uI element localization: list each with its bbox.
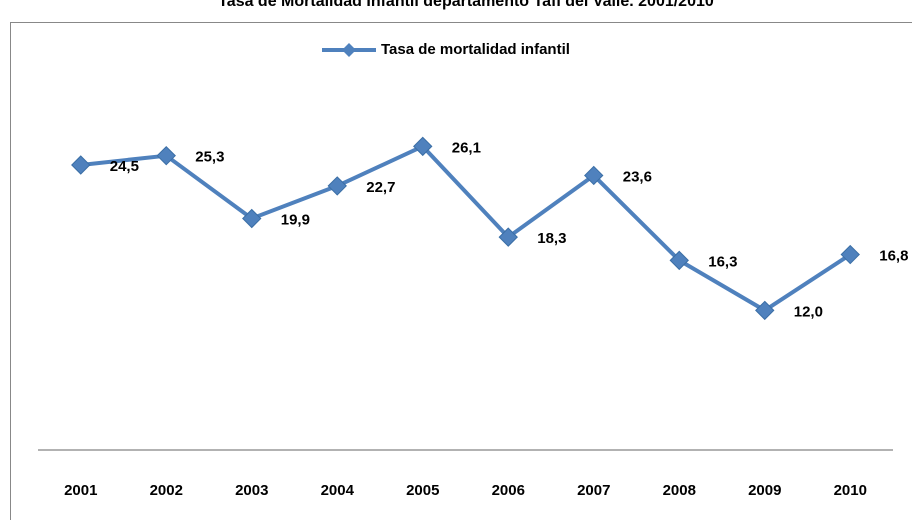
data-label: 23,6	[623, 168, 652, 185]
marker	[584, 165, 604, 186]
data-label: 22,7	[366, 179, 395, 196]
marker	[755, 300, 775, 321]
x-tick-label: 2003	[235, 482, 268, 499]
data-label: 26,1	[452, 139, 481, 156]
data-label: 24,5	[110, 158, 139, 175]
chart-border	[10, 22, 912, 520]
x-tick-label: 2004	[321, 482, 355, 499]
legend-label: Tasa de mortalidad infantil	[381, 41, 570, 58]
data-label: 19,9	[281, 211, 310, 228]
data-label: 16,8	[879, 248, 908, 265]
x-tick-label: 2006	[492, 482, 525, 499]
x-tick-label: 2010	[834, 482, 867, 499]
legend-marker	[342, 43, 356, 57]
data-label: 25,3	[195, 149, 224, 166]
marker	[840, 244, 860, 265]
marker	[71, 155, 91, 175]
marker	[669, 250, 689, 271]
marker	[242, 208, 262, 229]
x-tick-label: 2001	[64, 482, 97, 499]
x-tick-label: 2009	[748, 482, 781, 499]
data-label: 18,3	[537, 230, 566, 247]
x-tick-label: 2008	[663, 482, 696, 499]
data-label: 16,3	[708, 253, 737, 270]
x-tick-label: 2007	[577, 482, 610, 499]
line	[80, 144, 852, 313]
marker	[498, 227, 518, 247]
chart-title: Tasa de Mortalidad Infantil departamento…	[218, 0, 714, 10]
marker	[327, 176, 347, 196]
data-label: 12,0	[794, 303, 823, 320]
marker	[156, 145, 176, 166]
marker	[413, 136, 433, 157]
x-tick-label: 2002	[150, 482, 183, 499]
x-tick-label: 2005	[406, 482, 439, 499]
